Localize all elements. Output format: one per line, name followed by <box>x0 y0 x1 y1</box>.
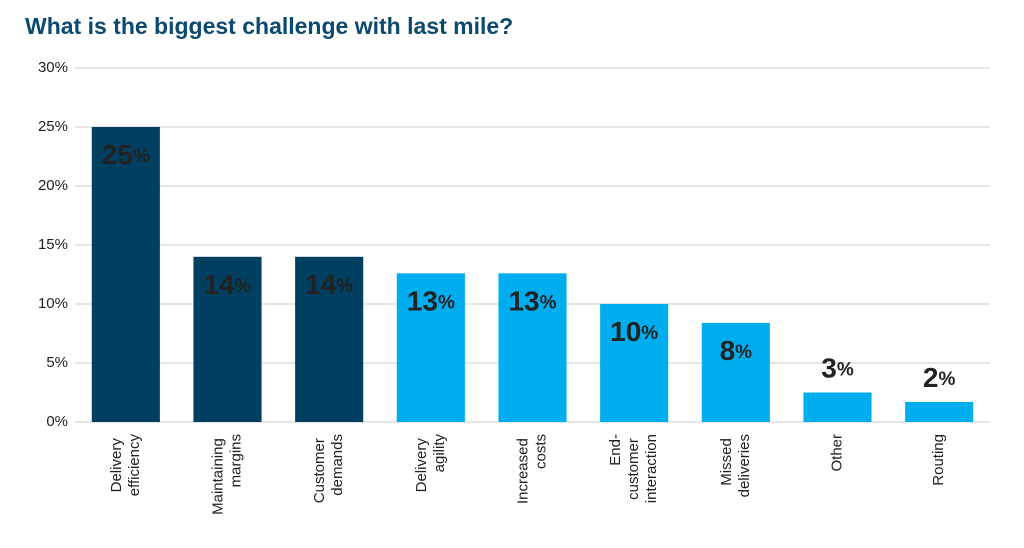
x-tick-label: Other <box>828 434 845 472</box>
value-label: 8% <box>720 335 753 366</box>
chart-title: What is the biggest challenge with last … <box>25 13 513 39</box>
y-tick-label: 5% <box>46 354 68 371</box>
bar <box>193 256 262 422</box>
value-label: 3% <box>821 353 854 384</box>
bar <box>498 273 567 422</box>
x-tick-label: Customer demands <box>311 434 346 503</box>
x-tick-label: Delivery agility <box>413 434 448 493</box>
y-tick-label: 10% <box>38 295 68 312</box>
y-tick-label: 25% <box>38 118 68 135</box>
value-label: 2% <box>923 362 956 393</box>
bar <box>701 322 770 422</box>
x-tick-label: Maintaining margins <box>209 434 244 515</box>
y-tick-label: 20% <box>38 177 68 194</box>
value-label: 13% <box>407 286 455 317</box>
x-tick-label: End-customer interaction <box>607 434 660 503</box>
bar <box>803 392 872 422</box>
bar <box>91 127 160 422</box>
x-tick-label: Missed deliveries <box>718 434 753 497</box>
x-tick-label: Delivery efficiency <box>108 434 143 497</box>
y-tick-label: 15% <box>38 236 68 253</box>
x-tick-label: Increased costs <box>514 434 549 504</box>
bar <box>905 401 974 422</box>
value-label: 10% <box>610 316 658 347</box>
bar <box>295 256 364 422</box>
y-tick-label: 0% <box>46 413 68 430</box>
value-label: 14% <box>203 269 251 300</box>
bar <box>396 273 465 422</box>
value-label: 25% <box>102 139 150 170</box>
bar <box>600 304 669 422</box>
x-tick-label: Routing <box>930 434 947 486</box>
y-tick-label: 30% <box>38 59 68 76</box>
value-label: 13% <box>508 286 556 317</box>
value-label: 14% <box>305 269 353 300</box>
